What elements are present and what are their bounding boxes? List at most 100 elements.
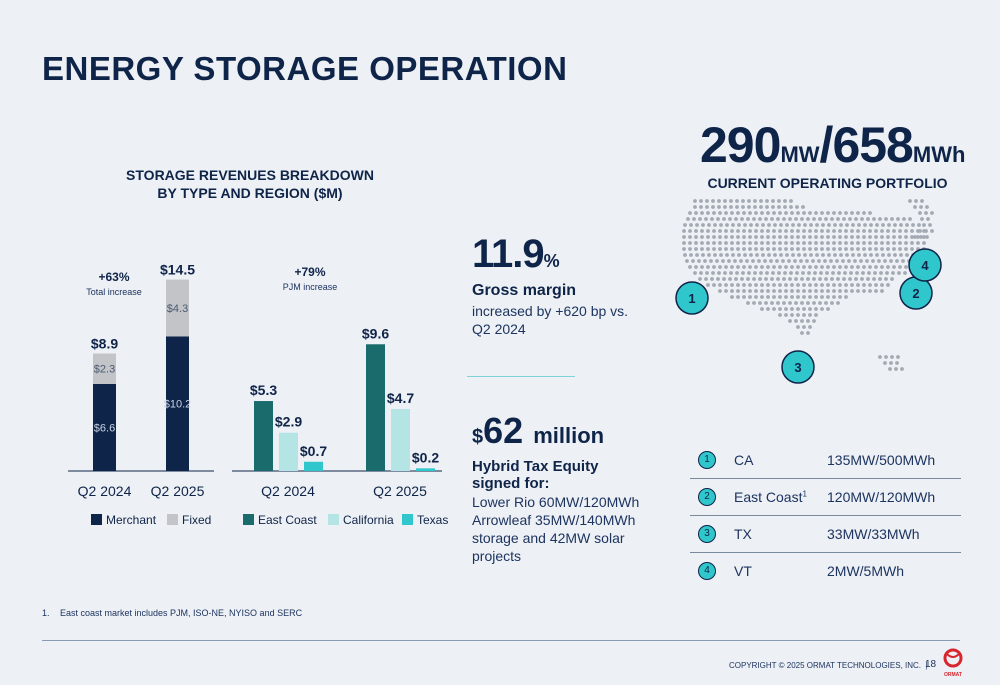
map-dot <box>777 199 781 203</box>
map-dot <box>796 283 800 287</box>
bar-value-label: $0.2 <box>412 449 439 465</box>
map-dot <box>802 283 806 287</box>
map-dot <box>760 241 764 245</box>
map-dot <box>808 313 812 317</box>
map-dot <box>717 271 721 275</box>
map-dot <box>742 265 746 269</box>
map-dot <box>712 229 716 233</box>
map-dot <box>818 277 822 281</box>
map-dot <box>796 247 800 251</box>
map-dot <box>875 253 879 257</box>
map-dot <box>748 241 752 245</box>
map-dot <box>878 355 882 359</box>
map-dot <box>759 205 763 209</box>
map-dot <box>771 199 775 203</box>
map-dot <box>916 241 920 245</box>
map-dot <box>772 289 776 293</box>
map-dot <box>808 295 812 299</box>
map-dot <box>713 253 717 257</box>
bar-value-label: $6.6 <box>94 422 115 434</box>
map-dot <box>691 259 695 263</box>
map-dot <box>910 241 914 245</box>
map-dot <box>797 223 801 227</box>
map-dot <box>904 265 908 269</box>
map-dot <box>699 271 703 275</box>
map-dot <box>869 223 873 227</box>
map-dot <box>782 301 786 305</box>
bar-east-coast <box>366 344 385 471</box>
map-dot <box>734 277 738 281</box>
map-dot <box>918 211 922 215</box>
map-dot <box>682 247 686 251</box>
map-dot <box>743 223 747 227</box>
map-dot <box>860 217 864 221</box>
map-dot <box>796 235 800 239</box>
map-dot <box>868 265 872 269</box>
map-dot <box>857 223 861 227</box>
map-dot <box>844 211 848 215</box>
map-dot <box>784 211 788 215</box>
map-dot <box>820 289 824 293</box>
map-dot <box>867 271 871 275</box>
tax-equity-dollar: $ <box>472 426 484 448</box>
x-tick-label: Q2 2025 <box>151 483 205 499</box>
map-dot <box>802 325 806 329</box>
map-dot <box>754 295 758 299</box>
map-dot <box>735 199 739 203</box>
map-dot <box>820 211 824 215</box>
map-dot <box>729 199 733 203</box>
map-dot <box>765 271 769 275</box>
map-dot <box>826 241 830 245</box>
map-dot <box>724 229 728 233</box>
portfolio-mw: 290 <box>700 117 781 173</box>
map-dot <box>722 277 726 281</box>
map-dot <box>779 253 783 257</box>
map-dot <box>856 265 860 269</box>
bar-value-label: $0.7 <box>300 443 327 459</box>
map-dot <box>784 289 788 293</box>
map-dot <box>898 235 902 239</box>
map-dot <box>820 241 824 245</box>
map-dot <box>814 283 818 287</box>
map-dot <box>742 241 746 245</box>
map-dot <box>729 271 733 275</box>
map-dot <box>928 223 932 227</box>
map-dot <box>808 211 812 215</box>
map-dot <box>701 223 705 227</box>
map-dot <box>914 199 918 203</box>
legend-label-california: California <box>343 513 394 527</box>
map-dot <box>706 265 710 269</box>
map-dot <box>759 271 763 275</box>
map-dot <box>926 217 930 221</box>
map-dot <box>778 307 782 311</box>
map-dot <box>796 211 800 215</box>
map-dot <box>874 289 878 293</box>
map-dot <box>730 265 734 269</box>
map-dot <box>795 271 799 275</box>
legend-swatch-east-coast <box>243 514 254 525</box>
map-dot <box>794 277 798 281</box>
map-dot <box>778 235 782 239</box>
map-dot <box>766 283 770 287</box>
map-dot <box>862 235 866 239</box>
map-dot <box>688 229 692 233</box>
map-dot <box>778 241 782 245</box>
map-dot <box>910 235 914 239</box>
us-dot-map: 1 24 3 <box>675 199 942 384</box>
bar-value-label: $10.2 <box>164 399 192 411</box>
map-dot <box>742 229 746 233</box>
map-dot <box>730 241 734 245</box>
map-marker-label: 4 <box>921 258 929 273</box>
map-dot <box>700 241 704 245</box>
map-dot <box>888 367 892 371</box>
map-dot <box>712 283 716 287</box>
map-dot <box>772 211 776 215</box>
map-dot <box>777 205 781 209</box>
map-dot <box>836 217 840 221</box>
map-dot <box>716 217 720 221</box>
map-dot <box>838 289 842 293</box>
map-dot <box>802 235 806 239</box>
map-marker-label: 3 <box>794 360 801 375</box>
map-dot <box>892 235 896 239</box>
map-dot <box>802 313 806 317</box>
